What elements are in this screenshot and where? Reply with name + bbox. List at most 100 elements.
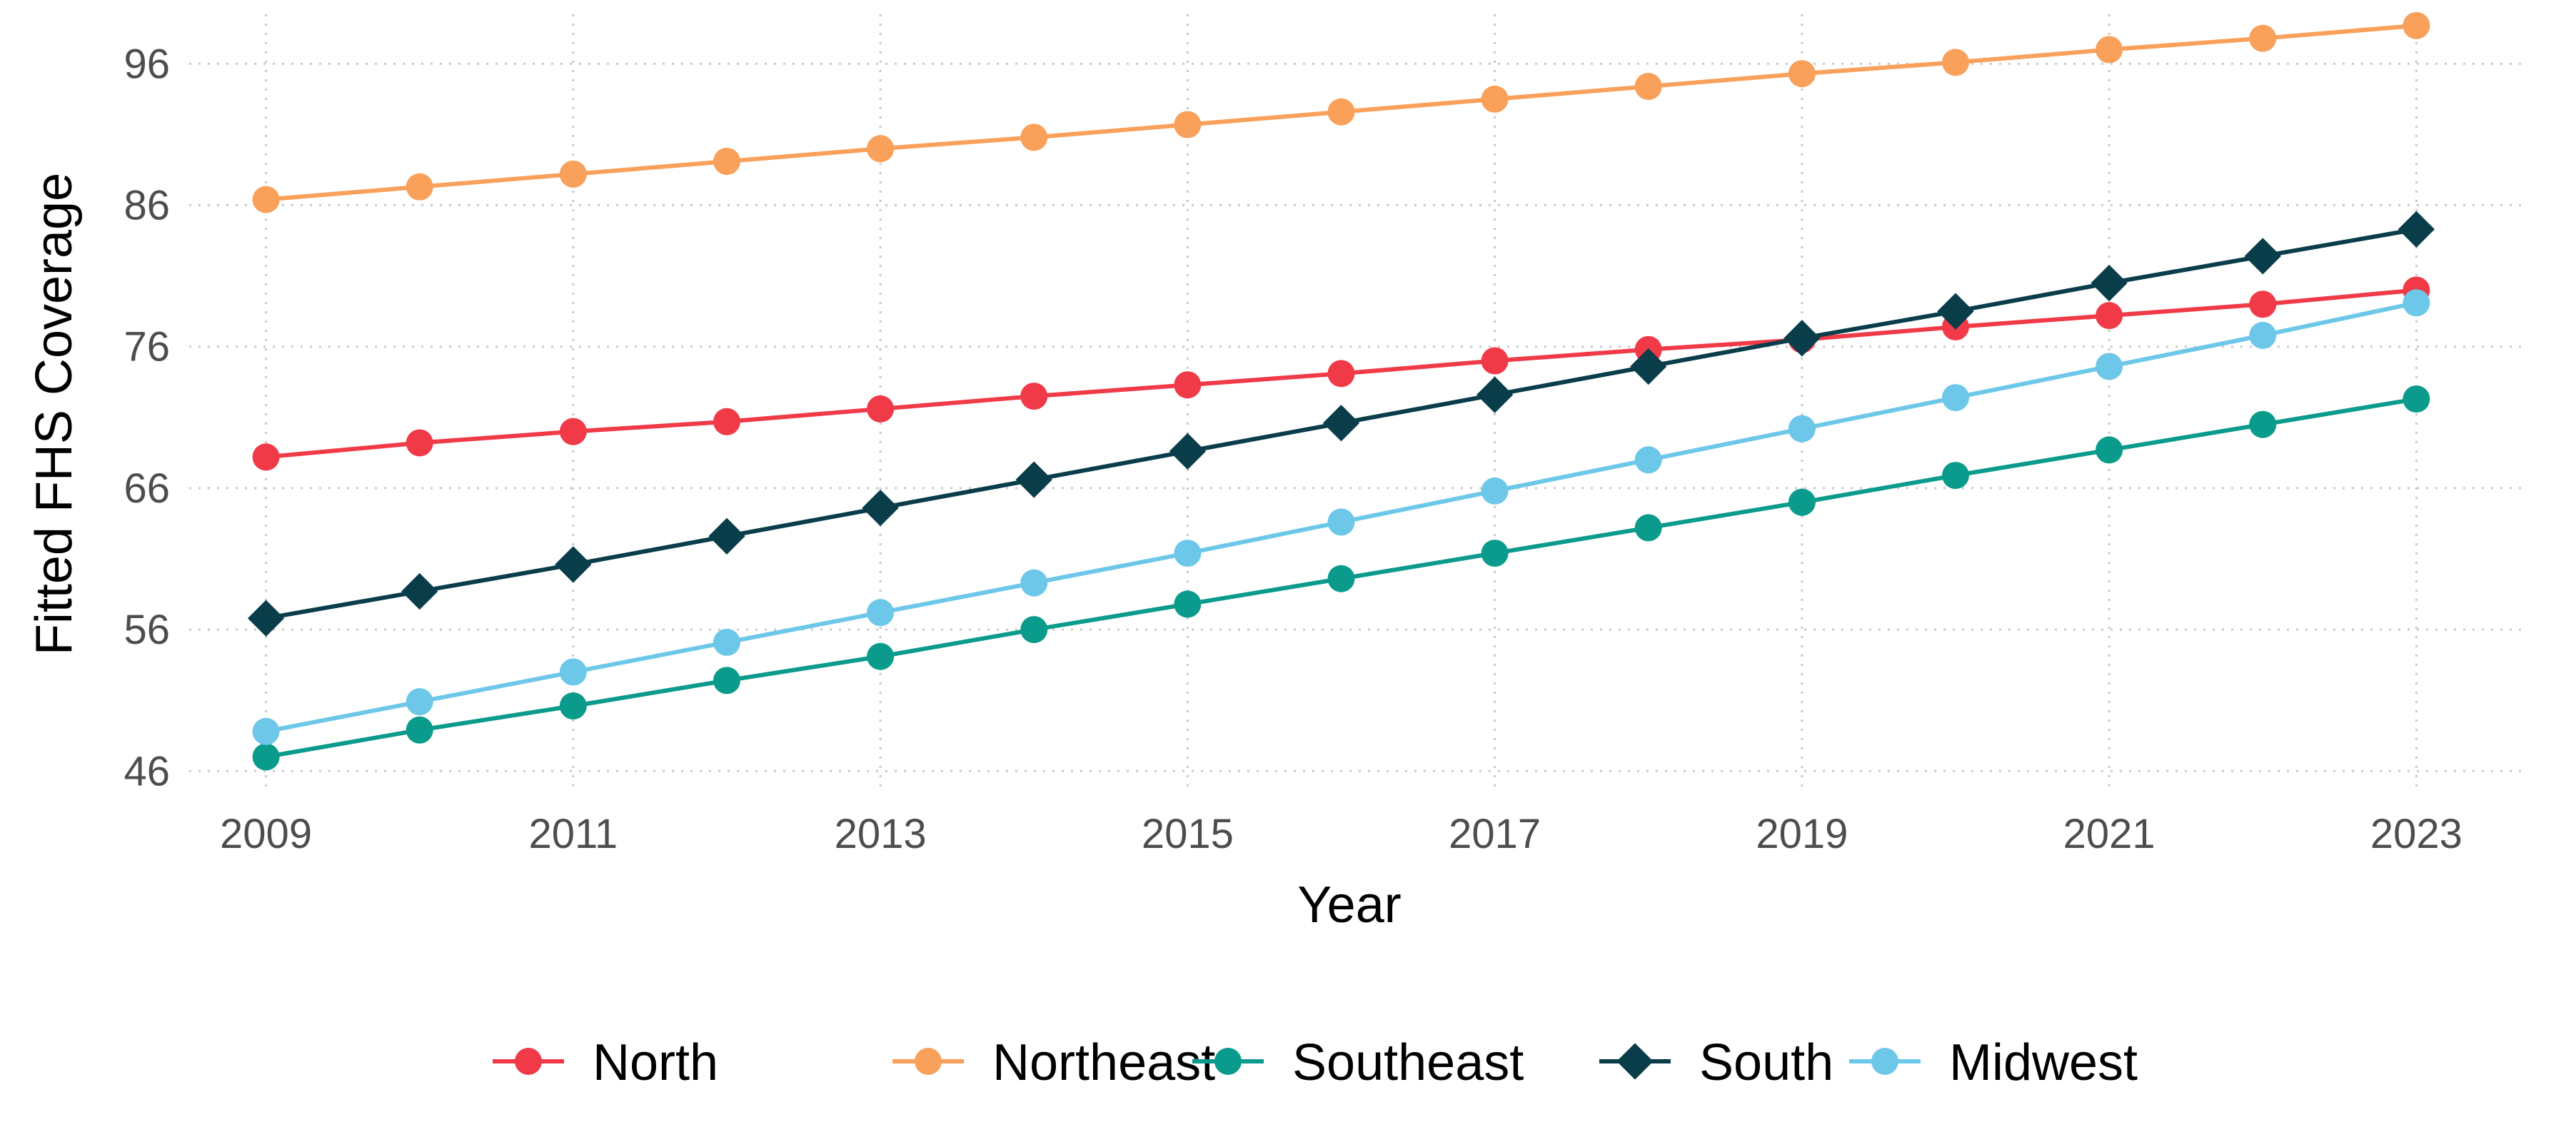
y-axis-title: Fitted FHS Coverage [26, 173, 83, 655]
y-axis-ticks: 46 56 66 76 86 96 [124, 41, 170, 794]
y-tick-label-86: 86 [124, 183, 170, 229]
series-midwest [252, 289, 2430, 745]
data-point-midwest-2013 [867, 599, 895, 627]
data-point-northeast-2018 [1634, 73, 1662, 101]
data-point-south-2018 [1630, 348, 1667, 385]
data-point-southeast-2016 [1327, 565, 1355, 592]
data-point-north-2011 [559, 418, 587, 445]
data-point-north-2013 [867, 395, 895, 423]
x-tick-label-2011: 2011 [528, 811, 618, 857]
legend-swatch-marker-northeast [915, 1048, 942, 1075]
legend-item-midwest: Midwest [1849, 1034, 2138, 1091]
data-point-northeast-2013 [867, 135, 895, 163]
data-point-north-2014 [1020, 383, 1048, 410]
data-point-northeast-2019 [1788, 60, 1816, 88]
data-point-southeast-2011 [559, 692, 587, 720]
data-point-northeast-2016 [1327, 98, 1355, 126]
data-point-south-2017 [1476, 376, 1514, 413]
y-tick-label-96: 96 [124, 41, 170, 87]
x-tick-label-2023: 2023 [2370, 811, 2462, 857]
data-point-northeast-2011 [559, 160, 587, 188]
x-tick-label-2021: 2021 [2063, 811, 2155, 857]
legend-swatch-marker-midwest [1871, 1048, 1898, 1075]
data-point-midwest-2022 [2249, 321, 2277, 349]
data-point-south-2012 [708, 517, 745, 555]
data-point-northeast-2014 [1020, 123, 1048, 151]
x-tick-label-2017: 2017 [1449, 811, 1541, 857]
data-point-south-2009 [247, 600, 285, 637]
data-point-midwest-2009 [252, 717, 280, 745]
data-point-midwest-2021 [2095, 353, 2123, 380]
data-point-southeast-2015 [1174, 590, 1202, 618]
x-tick-label-2009: 2009 [220, 811, 312, 857]
data-point-southeast-2009 [252, 743, 280, 771]
data-point-midwest-2012 [713, 628, 740, 656]
series-southeast [252, 385, 2430, 771]
data-point-northeast-2021 [2095, 36, 2123, 64]
series-layer [247, 11, 2435, 771]
data-point-southeast-2023 [2403, 385, 2430, 413]
data-point-south-2019 [1783, 320, 1821, 357]
data-point-north-2022 [2249, 290, 2277, 318]
y-tick-label-66: 66 [124, 465, 170, 512]
data-point-north-2017 [1481, 347, 1509, 375]
data-point-northeast-2020 [1942, 49, 1970, 76]
legend-item-north: North [493, 1034, 718, 1091]
data-point-northeast-2010 [406, 173, 433, 201]
data-point-northeast-2012 [713, 148, 740, 176]
data-point-northeast-2015 [1174, 111, 1202, 138]
data-point-midwest-2017 [1481, 477, 1509, 505]
data-point-south-2022 [2244, 238, 2281, 275]
data-point-southeast-2019 [1788, 488, 1816, 516]
data-point-midwest-2019 [1788, 415, 1816, 443]
data-point-south-2010 [401, 572, 438, 610]
legend-swatch-marker-north [515, 1048, 542, 1075]
legend-label-south: South [1699, 1034, 1833, 1091]
data-point-north-2015 [1174, 371, 1202, 399]
data-point-midwest-2020 [1942, 384, 1970, 412]
data-point-south-2016 [1322, 405, 1360, 442]
legend-label-northeast: Northeast [992, 1034, 1215, 1091]
legend-swatch-marker-south [1616, 1043, 1654, 1080]
legend-item-northeast: Northeast [892, 1034, 1215, 1091]
data-point-south-2011 [555, 546, 592, 583]
legend-label-southeast: Southeast [1292, 1034, 1524, 1091]
data-point-northeast-2022 [2249, 24, 2277, 52]
y-tick-label-76: 76 [124, 324, 170, 370]
data-point-south-2023 [2398, 211, 2435, 248]
data-point-midwest-2023 [2403, 289, 2430, 317]
x-axis-ticks: 2009 2011 2013 2015 2017 2019 2021 2023 [220, 811, 2462, 857]
legend-label-north: North [593, 1034, 718, 1091]
legend-item-southeast: Southeast [1192, 1034, 1524, 1091]
data-point-midwest-2011 [559, 658, 587, 686]
legend-label-midwest: Midwest [1949, 1034, 2138, 1091]
data-point-midwest-2016 [1327, 508, 1355, 536]
x-tick-label-2019: 2019 [1756, 811, 1848, 857]
data-point-north-2012 [713, 408, 740, 435]
data-point-southeast-2010 [406, 716, 433, 744]
data-point-southeast-2017 [1481, 540, 1509, 567]
legend: North Northeast Southeast South Midwest [493, 1034, 2138, 1091]
series-northeast [252, 11, 2430, 213]
data-point-southeast-2013 [867, 642, 895, 670]
data-point-northeast-2023 [2403, 11, 2430, 39]
data-point-south-2014 [1015, 461, 1052, 498]
y-tick-label-56: 56 [124, 607, 170, 653]
x-tick-label-2015: 2015 [1142, 811, 1234, 857]
data-point-midwest-2018 [1634, 446, 1662, 474]
data-point-southeast-2012 [713, 667, 740, 694]
data-point-north-2021 [2095, 302, 2123, 330]
grid-lines [189, 14, 2524, 792]
series-south [247, 211, 2435, 637]
data-point-midwest-2010 [406, 688, 433, 716]
data-point-south-2020 [1937, 293, 1974, 330]
data-point-north-2016 [1327, 360, 1355, 388]
data-point-north-2010 [406, 429, 433, 457]
data-point-northeast-2009 [252, 186, 280, 213]
x-axis-title: Year [1297, 876, 1401, 934]
data-point-midwest-2015 [1174, 540, 1202, 567]
data-point-southeast-2014 [1020, 616, 1048, 644]
data-point-south-2015 [1169, 433, 1207, 470]
